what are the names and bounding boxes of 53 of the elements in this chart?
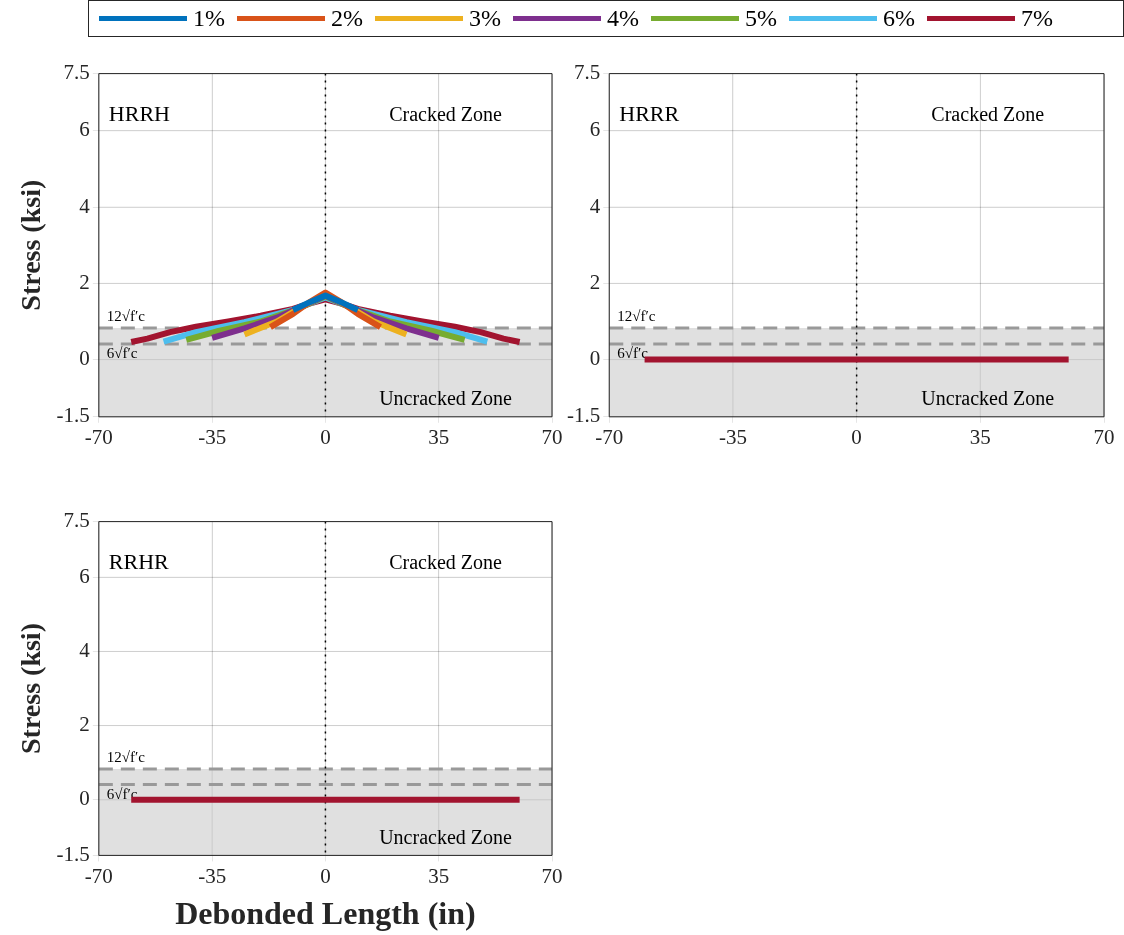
x-tick-label: 0 bbox=[320, 424, 331, 449]
y-tick-label: 7.5 bbox=[63, 508, 90, 533]
annotation: HRRR bbox=[619, 101, 680, 127]
y-tick-label: -1.5 bbox=[56, 841, 90, 866]
x-axis-title: Debonded Length (in) bbox=[175, 895, 476, 932]
annotation: Cracked Zone bbox=[389, 550, 502, 573]
annotation: HRRH bbox=[108, 101, 171, 127]
legend-label: 5% bbox=[745, 5, 777, 32]
y-tick-label: 6 bbox=[589, 117, 601, 142]
annotation: Uncracked Zone bbox=[379, 387, 512, 410]
y-tick-label: 4 bbox=[79, 193, 91, 218]
y-tick-label: 6 bbox=[79, 563, 90, 588]
annotation: Uncracked Zone bbox=[921, 387, 1055, 410]
annotation: Cracked Zone bbox=[389, 102, 502, 125]
legend-label: 4% bbox=[607, 5, 639, 32]
x-tick-label: 35 bbox=[969, 424, 991, 449]
y-tick-label: 0 bbox=[79, 786, 90, 811]
x-tick-label: -35 bbox=[198, 424, 227, 449]
y-tick-label: 7.5 bbox=[63, 60, 90, 85]
x-tick-label: 0 bbox=[851, 424, 862, 449]
y-tick-label: 6 bbox=[79, 117, 90, 142]
x-tick-label: -70 bbox=[84, 863, 113, 888]
legend-label: 6% bbox=[883, 5, 915, 32]
annotation: Cracked Zone bbox=[931, 102, 1045, 125]
x-tick-label: 0 bbox=[320, 863, 331, 888]
x-tick-label: 70 bbox=[541, 424, 563, 449]
legend-label: 7% bbox=[1021, 5, 1053, 32]
ref-line-label: 12√f′c bbox=[106, 308, 146, 325]
y-tick-label: 2 bbox=[589, 269, 601, 294]
x-tick-label: 70 bbox=[541, 863, 563, 888]
y-axis-title: Stress (ksi) bbox=[15, 179, 47, 311]
y-tick-label: 2 bbox=[79, 712, 90, 737]
ref-line-label: 6√f′c bbox=[106, 345, 138, 362]
annotation: Uncracked Zone bbox=[379, 825, 512, 848]
legend-label: 1% bbox=[193, 5, 225, 32]
x-tick-label: -35 bbox=[718, 424, 747, 449]
ref-line-label: 12√f′c bbox=[617, 308, 656, 325]
y-tick-label: 0 bbox=[79, 346, 90, 371]
y-tick-label: 7.5 bbox=[573, 60, 601, 85]
x-tick-label: 70 bbox=[1093, 424, 1115, 449]
y-tick-label: 2 bbox=[79, 269, 90, 294]
y-tick-label: 0 bbox=[589, 346, 601, 371]
x-tick-label: 35 bbox=[428, 424, 450, 449]
y-tick-label: 4 bbox=[79, 637, 91, 662]
y-axis-title: Stress (ksi) bbox=[15, 623, 47, 754]
legend-label: 2% bbox=[331, 5, 363, 32]
x-tick-label: 35 bbox=[428, 863, 450, 888]
legend-label: 3% bbox=[469, 5, 501, 32]
annotation: RRHR bbox=[108, 549, 170, 575]
y-tick-label: 4 bbox=[589, 193, 601, 218]
ref-line-label: 6√f′c bbox=[617, 345, 649, 362]
ref-line-label: 12√f′c bbox=[106, 749, 146, 766]
x-tick-label: -35 bbox=[198, 863, 227, 888]
